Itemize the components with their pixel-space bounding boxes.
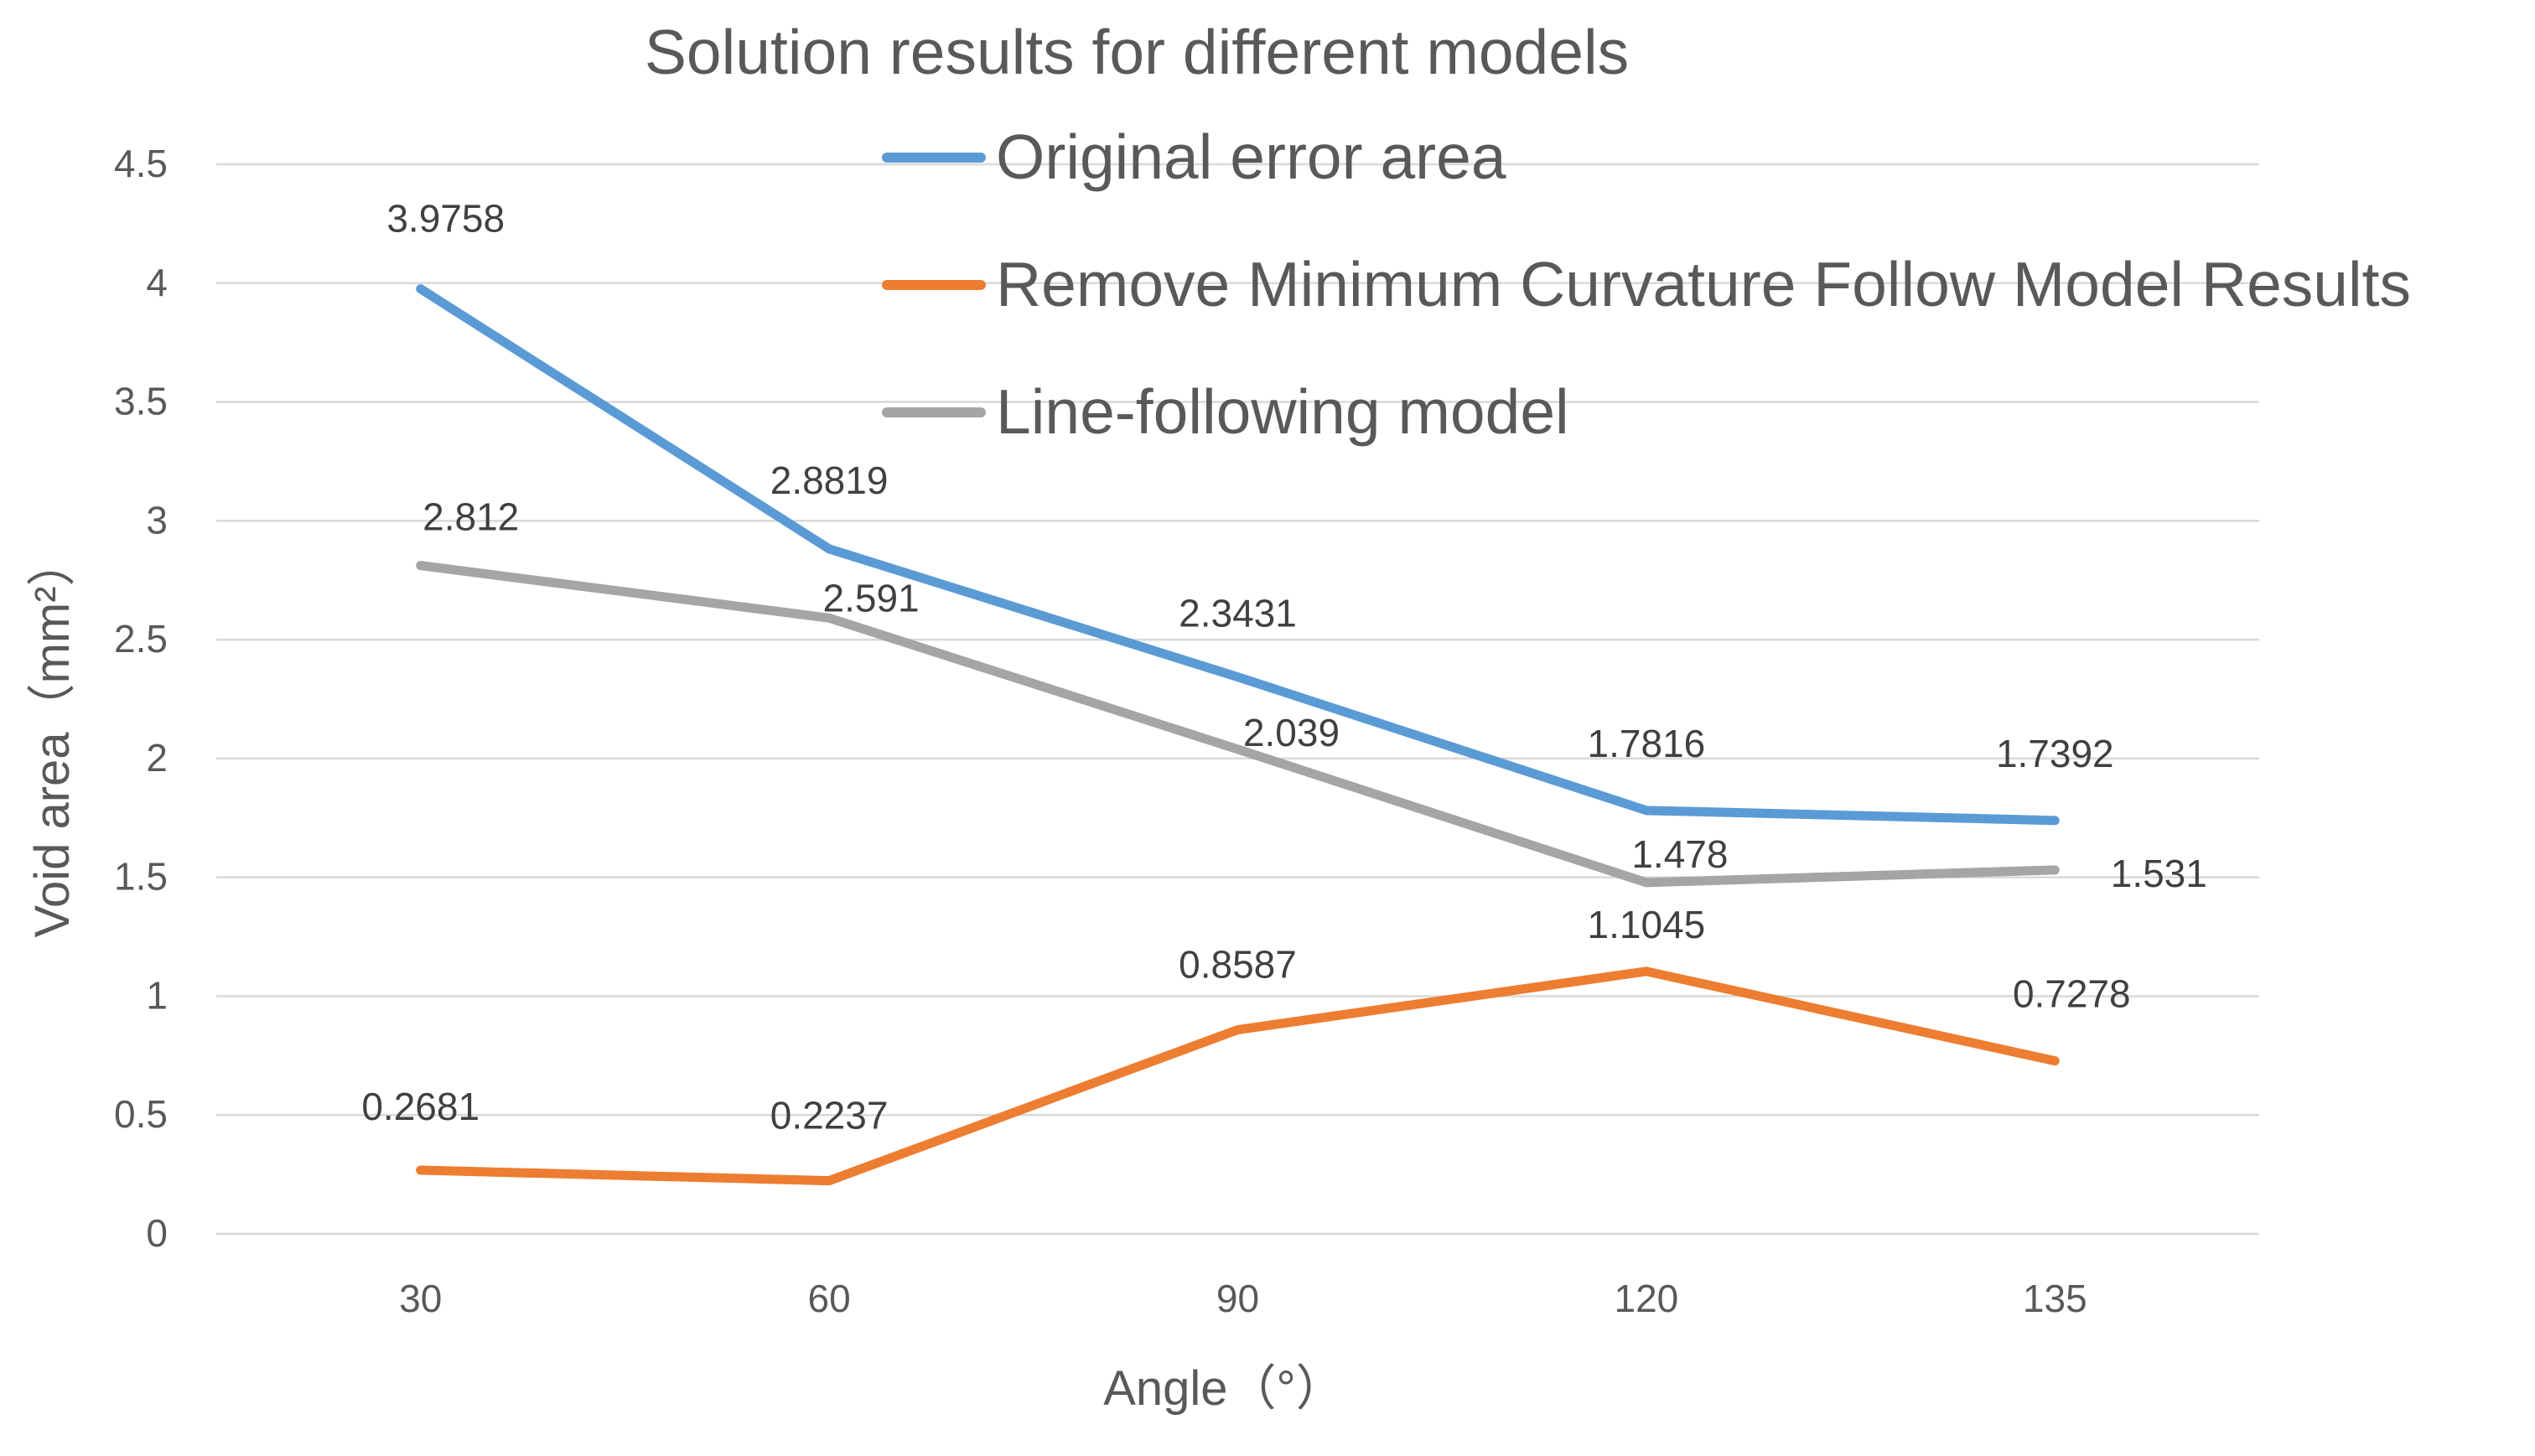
data-label: 1.1045 — [1588, 903, 1706, 946]
x-axis-label: Angle（°） — [1103, 1361, 1345, 1416]
chart-title: Solution results for different models — [645, 17, 1629, 87]
gridlines — [216, 163, 2259, 1236]
data-label: 1.7816 — [1588, 722, 1706, 765]
legend-label-2: Remove Minimum Curvature Follow Model Re… — [996, 249, 2411, 319]
legend: Original error area Remove Minimum Curvat… — [882, 122, 2411, 447]
series-line-1 — [416, 284, 2060, 826]
y-tick-label: 0 — [146, 1211, 168, 1255]
data-label: 3.9758 — [386, 197, 505, 241]
y-tick-label: 3 — [146, 498, 168, 541]
data-label: 2.3431 — [1179, 592, 1297, 635]
data-label: 1.7392 — [1996, 732, 2114, 775]
series-lines — [416, 284, 2060, 1186]
y-tick-label: 1 — [146, 973, 168, 1017]
y-tick-label: 2 — [146, 736, 168, 780]
x-tick-label: 120 — [1615, 1277, 1679, 1320]
x-tick-label: 135 — [2023, 1277, 2087, 1320]
x-tick-label: 90 — [1216, 1277, 1259, 1320]
data-labels: 3.9758 2.8819 2.3431 1.7816 1.7392 0.2681 0.22… — [361, 197, 2207, 1137]
y-tick-label: 0.5 — [114, 1092, 168, 1136]
data-label: 2.8819 — [770, 459, 889, 502]
data-label: 2.812 — [422, 495, 519, 539]
y-axis-ticks: 0 0.5 1 1.5 2 2.5 3 3.5 4 4.5 — [114, 142, 168, 1255]
x-tick-label: 30 — [399, 1277, 442, 1320]
legend-label-1: Original error area — [996, 122, 1506, 192]
y-tick-label: 4.5 — [114, 142, 168, 185]
data-label: 2.591 — [823, 576, 920, 619]
data-label: 0.7278 — [2013, 972, 2131, 1016]
series-line-2 — [416, 966, 2060, 1186]
y-tick-label: 1.5 — [114, 855, 168, 899]
y-tick-label: 4 — [146, 261, 168, 304]
data-label: 0.2681 — [361, 1085, 480, 1128]
y-tick-label: 2.5 — [114, 617, 168, 661]
legend-label-3: Line-following model — [996, 376, 1569, 447]
data-label: 0.2237 — [770, 1094, 889, 1137]
data-label: 0.8587 — [1179, 943, 1297, 987]
x-axis-ticks: 30 60 90 120 135 — [399, 1277, 2087, 1320]
y-tick-label: 3.5 — [114, 380, 168, 423]
data-label: 2.039 — [1243, 711, 1340, 754]
data-label: 1.478 — [1631, 832, 1728, 876]
y-axis-label: Void area（mm²） — [25, 537, 80, 937]
x-tick-label: 60 — [808, 1277, 851, 1320]
data-label: 1.531 — [2111, 852, 2207, 895]
series-line-3 — [416, 561, 2060, 888]
